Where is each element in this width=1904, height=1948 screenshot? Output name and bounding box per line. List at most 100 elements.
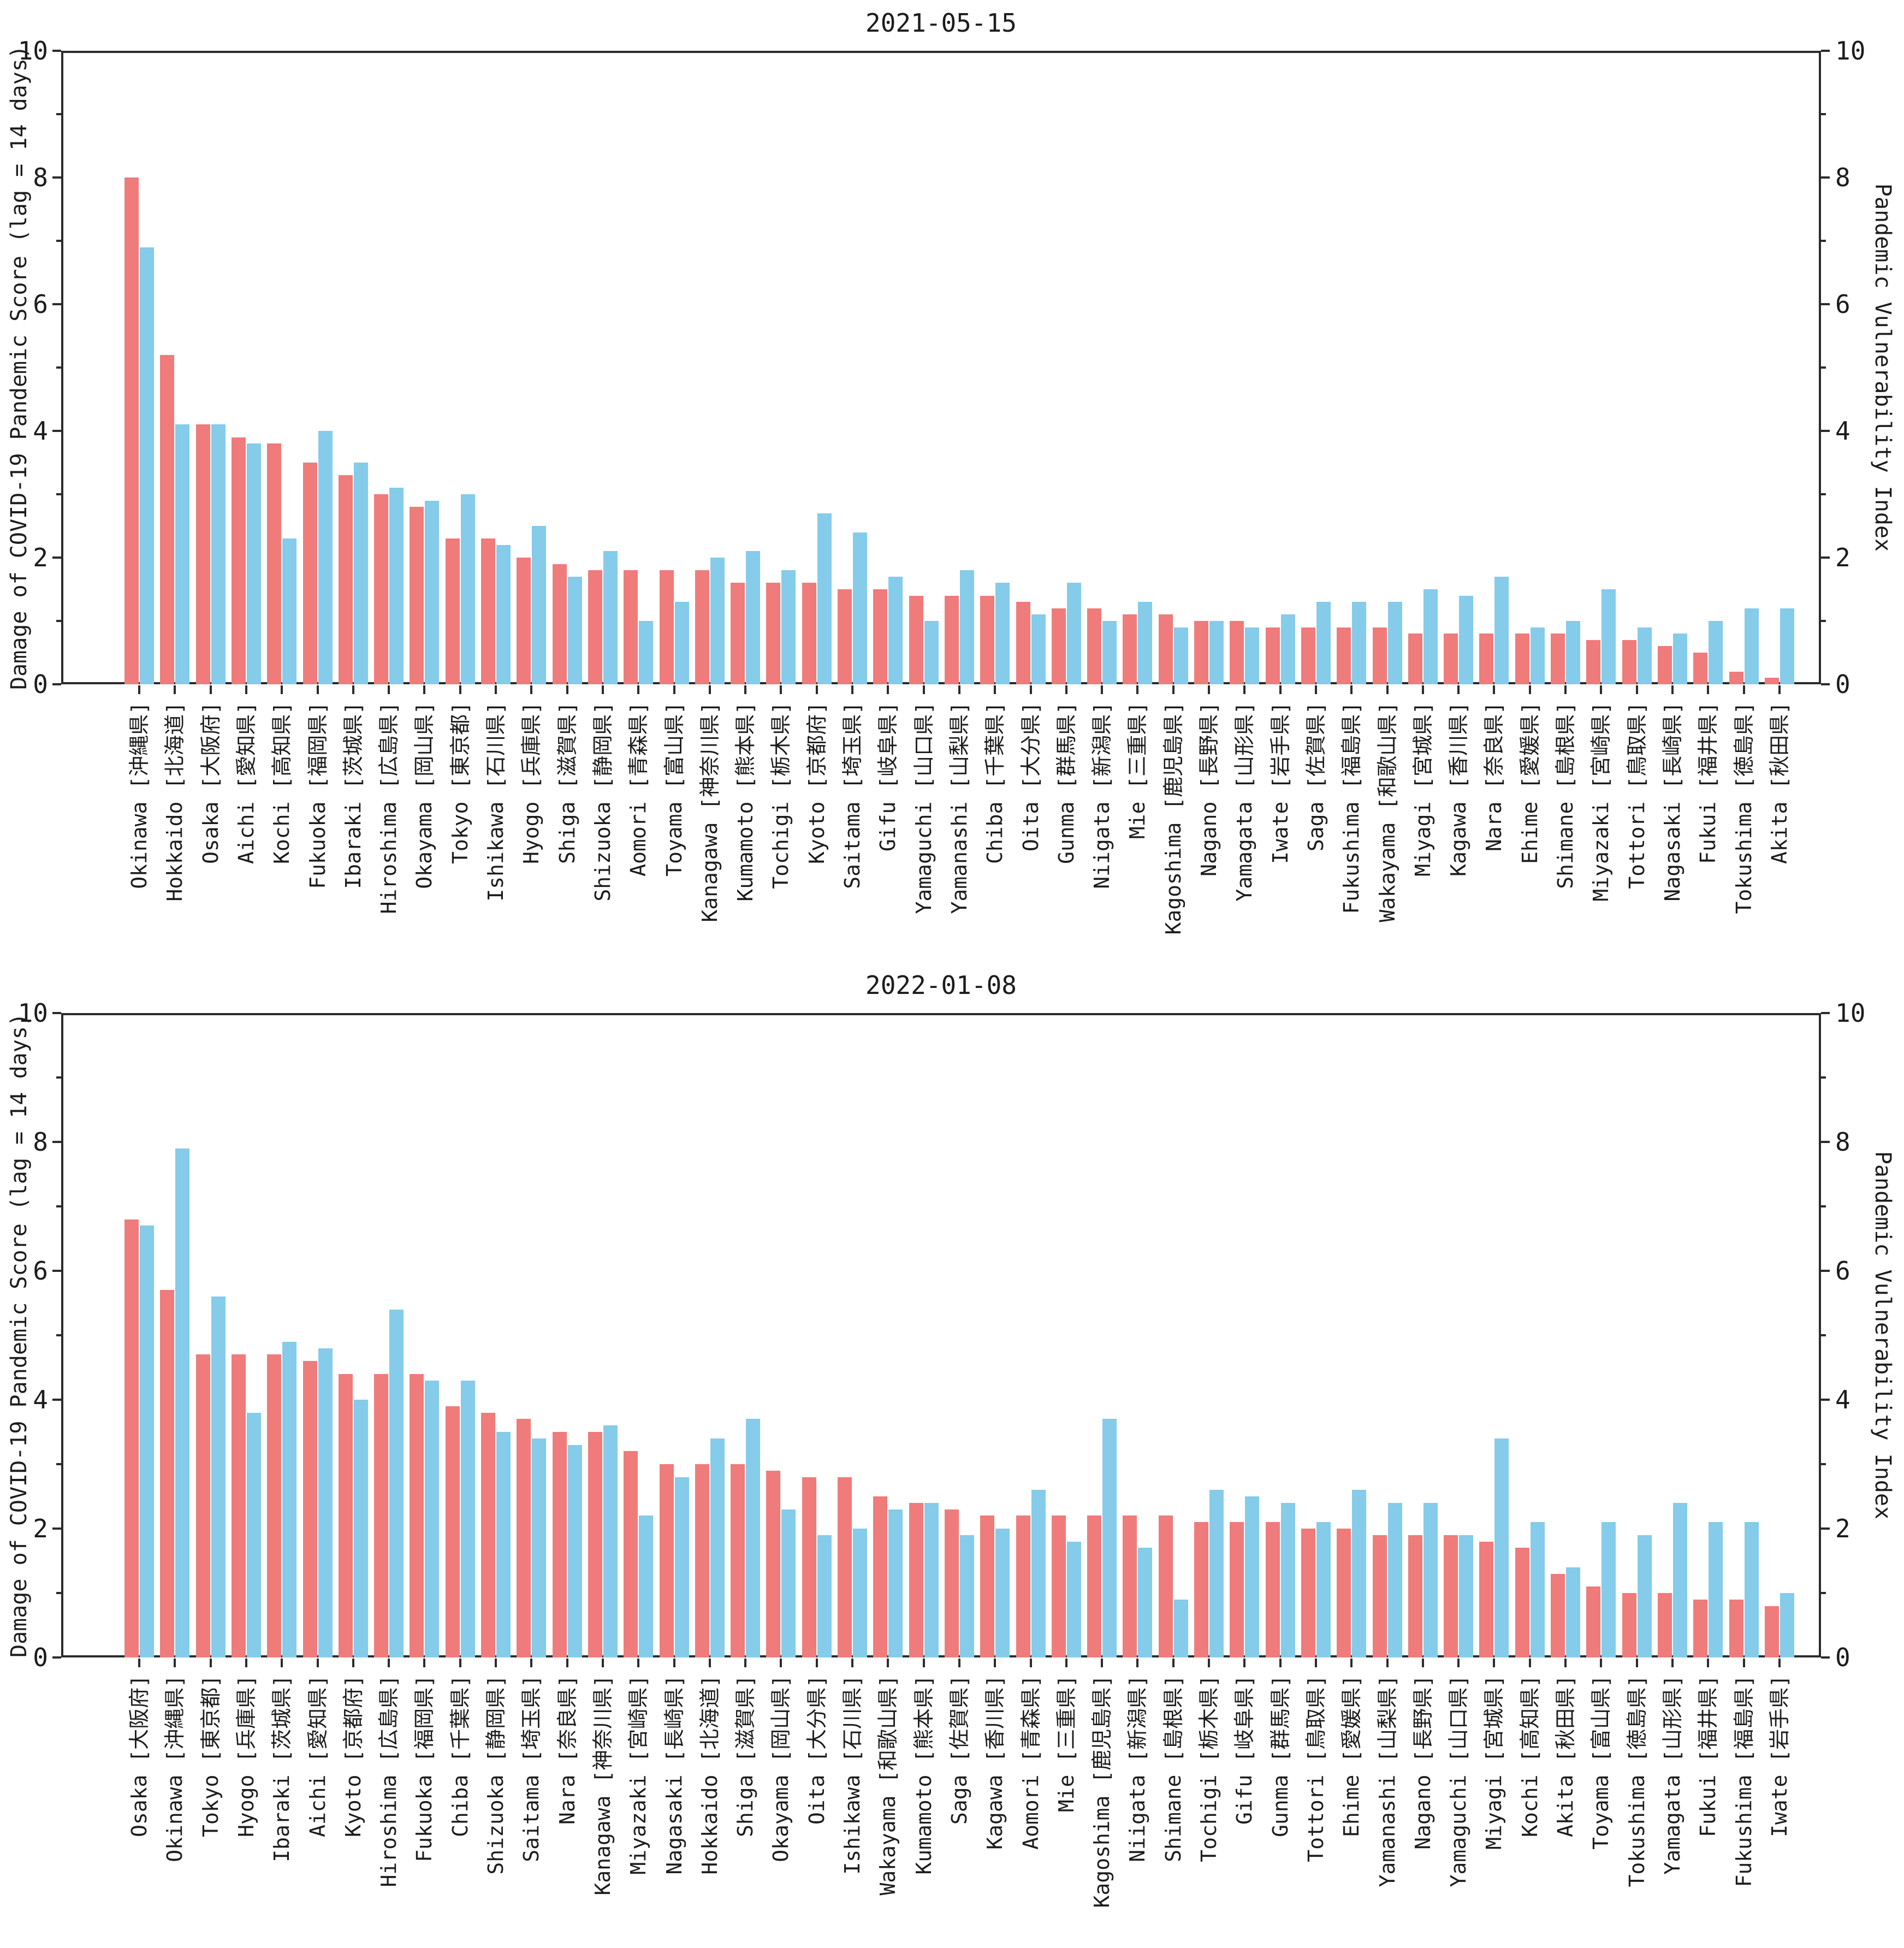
y-tick-left — [52, 1527, 61, 1530]
x-tick-label: Gifu [岐阜県] — [1232, 1675, 1257, 1825]
pvi-bar — [318, 431, 333, 684]
pvi-bar — [1566, 621, 1580, 684]
x-tick — [708, 685, 711, 694]
damage-bar — [552, 564, 567, 684]
x-tick-label: Kochi [高知県] — [1517, 1675, 1542, 1838]
x-tick — [1101, 685, 1104, 694]
damage-bar — [624, 570, 638, 684]
y-tick-right — [1821, 620, 1826, 622]
x-tick — [1029, 1659, 1032, 1667]
x-tick-label: Hyogo [兵庫県] — [234, 1675, 258, 1838]
x-tick-label: Toyama [富山県] — [1589, 1675, 1614, 1850]
chart-title: 2021-05-15 — [865, 8, 1017, 38]
pvi-bar — [1459, 1535, 1474, 1657]
pvi-bar — [1494, 1438, 1509, 1657]
damage-bar — [1265, 1522, 1280, 1657]
pvi-bar — [924, 1502, 939, 1657]
x-tick — [1386, 685, 1389, 694]
x-tick-label: Yamanashi [山梨県] — [1375, 1675, 1399, 1887]
x-tick — [245, 1659, 247, 1667]
x-tick-label: Ishikawa [石川県] — [840, 1675, 864, 1875]
x-tick — [1279, 1659, 1282, 1667]
x-tick — [851, 1659, 853, 1667]
x-tick-label: Nagano [長野県] — [1410, 1675, 1435, 1850]
x-tick-label: Mie [三重県] — [1054, 1675, 1078, 1813]
damage-bar — [1372, 1535, 1387, 1657]
damage-bar — [1551, 633, 1565, 684]
x-tick-label: Kagoshima [鹿児島県] — [1090, 1675, 1114, 1908]
x-tick-label: Shizuoka [静岡県] — [484, 1675, 508, 1875]
x-tick — [815, 685, 818, 694]
damage-bar — [838, 1477, 852, 1657]
x-tick — [1101, 1659, 1104, 1667]
x-tick — [352, 1659, 354, 1667]
x-tick — [1350, 685, 1353, 694]
y-tick-label-left: 8 — [33, 163, 48, 192]
y-tick-left — [56, 493, 61, 495]
damage-bar — [588, 1432, 602, 1657]
x-tick — [281, 1659, 283, 1667]
x-tick — [459, 1659, 461, 1667]
x-tick — [316, 1659, 319, 1667]
x-tick-label: Yamaguchi [山口県] — [1446, 1675, 1471, 1887]
pvi-bar — [959, 570, 974, 684]
pvi-bar — [1387, 1502, 1402, 1657]
pvi-bar — [1637, 1535, 1652, 1657]
pvi-bar — [246, 1412, 261, 1657]
damage-bar — [944, 595, 959, 684]
damage-bar — [410, 507, 424, 684]
x-tick — [1528, 1659, 1531, 1667]
damage-bar — [160, 354, 175, 684]
damage-bar — [1337, 1529, 1351, 1657]
x-tick — [637, 685, 640, 694]
damage-bar — [1230, 621, 1244, 684]
y-tick-label-right: 2 — [1835, 543, 1850, 572]
x-tick — [708, 1659, 711, 1667]
x-tick-label: Ehime [愛媛県] — [1339, 1675, 1364, 1838]
x-tick — [1635, 1659, 1638, 1667]
y-tick-left — [52, 1270, 61, 1272]
x-tick — [887, 685, 889, 694]
x-tick-label: Ibaraki [茨城県] — [270, 1675, 294, 1862]
pvi-bar — [817, 513, 832, 684]
pvi-bar — [995, 1529, 1010, 1657]
pvi-bar — [1602, 1522, 1616, 1657]
pvi-bar — [1245, 627, 1260, 684]
pvi-bar — [1744, 1522, 1759, 1657]
pvi-bar — [1173, 627, 1188, 684]
y-tick-label-right: 4 — [1835, 1385, 1850, 1414]
damage-bar — [944, 1509, 959, 1657]
pvi-bar — [532, 526, 547, 684]
damage-bar — [1515, 633, 1529, 684]
x-tick-label: Niigata [新潟県] — [1125, 1675, 1150, 1862]
pvi-bar — [1672, 633, 1687, 684]
pvi-bar — [853, 1529, 867, 1657]
damage-bar — [1051, 1515, 1066, 1657]
pvi-bar — [1066, 1541, 1081, 1657]
pvi-bar — [817, 1535, 832, 1657]
damage-bar — [410, 1373, 424, 1657]
x-tick — [1493, 1659, 1496, 1667]
pvi-bar — [389, 488, 404, 684]
x-tick — [601, 685, 604, 694]
x-tick — [209, 685, 212, 694]
pvi-bar — [1387, 602, 1402, 684]
x-tick-label: Aomori [青森県] — [1018, 1675, 1043, 1850]
y-tick-left — [52, 556, 61, 559]
damage-bar — [980, 595, 995, 684]
damage-bar — [873, 1496, 888, 1657]
x-tick-label: Tokushima [徳島県] — [1624, 1675, 1649, 1887]
damage-bar — [481, 538, 495, 684]
damage-bar — [1408, 1535, 1422, 1657]
y-tick-left — [52, 1012, 61, 1014]
x-tick-label: Fukui [福井県] — [1696, 1675, 1721, 1838]
x-tick — [138, 1659, 140, 1667]
x-tick — [1600, 685, 1603, 694]
damage-bar — [338, 1373, 353, 1657]
x-tick-label: Osaka [大阪府] — [127, 1675, 151, 1838]
pvi-bar — [959, 1535, 974, 1657]
y-tick-right — [1821, 1527, 1830, 1530]
x-tick — [780, 685, 782, 694]
pvi-bar — [567, 576, 582, 684]
damage-bar — [195, 424, 210, 684]
